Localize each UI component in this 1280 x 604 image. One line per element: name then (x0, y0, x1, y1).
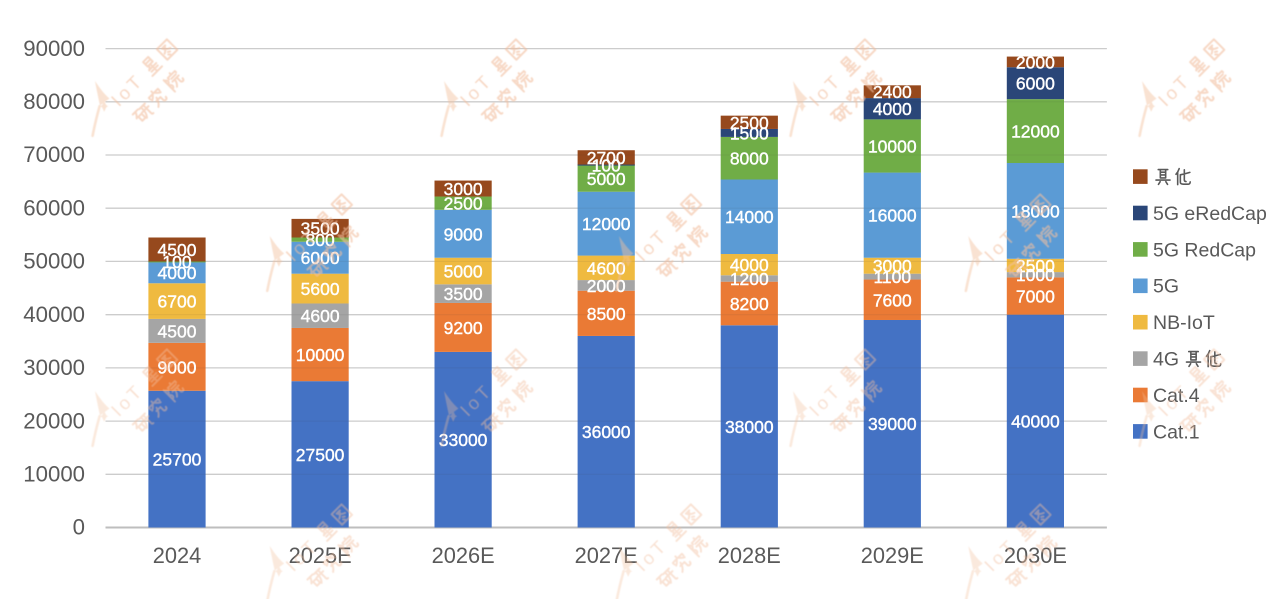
svg-text:4000: 4000 (873, 99, 912, 119)
svg-text:1200: 1200 (730, 269, 769, 289)
svg-text:Cat.1: Cat.1 (1153, 421, 1200, 443)
svg-text:50000: 50000 (23, 249, 85, 274)
svg-text:90000: 90000 (23, 36, 85, 61)
svg-text:4600: 4600 (301, 306, 340, 326)
svg-text:60000: 60000 (23, 195, 85, 220)
svg-text:1500: 1500 (730, 123, 769, 143)
svg-text:4G: 4G (1153, 349, 1179, 371)
svg-text:5G RedCap: 5G RedCap (1153, 239, 1256, 261)
svg-text:12000: 12000 (1011, 122, 1060, 142)
svg-text:38000: 38000 (725, 417, 774, 437)
svg-text:4000: 4000 (730, 255, 769, 275)
svg-text:3000: 3000 (444, 179, 483, 199)
svg-text:16000: 16000 (868, 206, 917, 226)
svg-text:5G eRedCap: 5G eRedCap (1153, 203, 1267, 225)
svg-text:8500: 8500 (587, 304, 626, 324)
svg-text:40000: 40000 (1011, 412, 1060, 432)
svg-text:12000: 12000 (582, 214, 631, 234)
svg-text:4000: 4000 (158, 263, 197, 283)
svg-text:2028E: 2028E (718, 543, 781, 568)
svg-text:8200: 8200 (730, 294, 769, 314)
svg-text:6700: 6700 (158, 292, 197, 312)
svg-text:70000: 70000 (23, 142, 85, 167)
svg-text:4500: 4500 (158, 240, 197, 260)
svg-text:8000: 8000 (730, 149, 769, 169)
svg-text:2000: 2000 (1016, 52, 1055, 72)
svg-text:36000: 36000 (582, 422, 631, 442)
svg-text:39000: 39000 (868, 414, 917, 434)
svg-text:9000: 9000 (444, 224, 483, 244)
svg-text:5G: 5G (1153, 276, 1179, 298)
svg-text:33000: 33000 (439, 430, 488, 450)
svg-text:1000: 1000 (1016, 265, 1055, 285)
svg-text:NB-IoT: NB-IoT (1153, 312, 1215, 334)
svg-text:2026E: 2026E (432, 543, 495, 568)
svg-text:2029E: 2029E (861, 543, 924, 568)
svg-text:25700: 25700 (153, 450, 202, 470)
svg-text:5000: 5000 (444, 262, 483, 282)
svg-text:1100: 1100 (873, 267, 911, 287)
svg-text:80000: 80000 (23, 89, 85, 114)
svg-text:5600: 5600 (301, 279, 340, 299)
svg-text:6000: 6000 (1016, 74, 1055, 94)
svg-text:3000: 3000 (873, 256, 912, 276)
svg-text:800: 800 (305, 230, 334, 250)
svg-text:2500: 2500 (1016, 256, 1055, 276)
svg-text:40000: 40000 (23, 302, 85, 327)
svg-text:100: 100 (162, 252, 191, 272)
svg-text:7000: 7000 (1016, 287, 1055, 307)
svg-text:30000: 30000 (23, 355, 85, 380)
svg-text:5000: 5000 (587, 169, 626, 189)
svg-text:7600: 7600 (873, 290, 912, 310)
svg-text:2400: 2400 (873, 82, 912, 102)
svg-text:0: 0 (73, 515, 85, 540)
svg-text:9200: 9200 (444, 318, 483, 338)
svg-text:2500: 2500 (730, 113, 769, 133)
svg-text:Cat.4: Cat.4 (1153, 385, 1200, 407)
svg-text:4500: 4500 (158, 321, 197, 341)
svg-text:10000: 10000 (23, 462, 85, 487)
svg-text:4600: 4600 (587, 258, 626, 278)
svg-text:10000: 10000 (296, 345, 345, 365)
svg-text:2700: 2700 (587, 148, 626, 168)
svg-text:2500: 2500 (444, 194, 483, 214)
svg-text:3500: 3500 (444, 284, 483, 304)
svg-text:2024: 2024 (153, 543, 202, 568)
svg-text:20000: 20000 (23, 408, 85, 433)
svg-text:27500: 27500 (296, 445, 345, 465)
svg-text:14000: 14000 (725, 207, 774, 227)
svg-text:100: 100 (592, 155, 621, 175)
svg-text:10000: 10000 (868, 137, 917, 157)
